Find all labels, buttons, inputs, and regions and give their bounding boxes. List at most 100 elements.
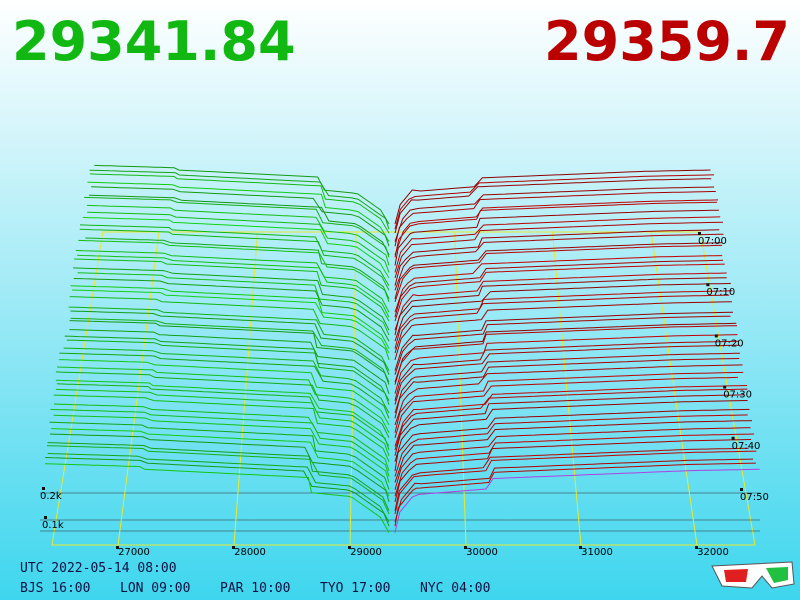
ask-depth-line — [394, 178, 712, 234]
bid-depth-line — [69, 329, 390, 394]
tick-marker — [42, 487, 45, 490]
bid-depth-line — [47, 453, 390, 523]
price-tick-label: 27000 — [118, 547, 150, 558]
bid-depth-line — [72, 289, 390, 354]
ask-depth-line — [394, 221, 724, 279]
bid-depth-line — [82, 216, 390, 279]
bid-depth-line — [53, 394, 390, 462]
time-tick-label: 07:30 — [723, 390, 752, 401]
zone-time: TYO 17:00 — [320, 581, 390, 596]
bid-depth-line — [73, 267, 390, 331]
ask-depth-line — [394, 334, 738, 394]
ask-depth-line — [394, 414, 748, 477]
bid-depth-line — [85, 237, 390, 300]
ask-depth-line — [394, 233, 724, 291]
time-tick-label: 07:50 — [740, 492, 769, 503]
ask-depth-line — [394, 322, 737, 383]
bid-depth-line — [89, 169, 390, 230]
price-grid-line — [454, 231, 467, 546]
bid-depth-line — [77, 254, 390, 318]
ask-depth-line — [394, 277, 727, 336]
ask-depth-line — [394, 186, 715, 242]
bid-depth-line — [75, 250, 390, 313]
zone-time: NYC 04:00 — [420, 581, 490, 596]
ask-depth-line — [394, 315, 731, 375]
bid-depth-line — [87, 211, 390, 273]
ask-depth-line — [394, 450, 757, 515]
bid-depth-line — [88, 194, 390, 256]
tick-marker — [714, 334, 718, 338]
depth-curves — [44, 164, 760, 533]
ask-depth-line — [394, 388, 748, 451]
ask-depth-line — [394, 174, 715, 230]
bid-depth-line — [87, 181, 390, 242]
bid-depth-line — [70, 310, 390, 375]
bid-depth-line — [59, 352, 390, 419]
tick-marker — [740, 488, 743, 491]
glasses-red-lens — [724, 569, 748, 582]
tick-marker — [723, 385, 727, 389]
utc-time: UTC 2022-05-14 08:00 — [20, 561, 177, 576]
bid-depth-line — [74, 258, 390, 322]
ask-depth-line — [394, 427, 751, 490]
bid-depth-line — [50, 408, 390, 477]
time-tick-label: 07:20 — [715, 338, 744, 349]
bid-depth-line — [49, 421, 390, 490]
tick-marker — [232, 546, 235, 549]
bid-depth-line — [44, 463, 390, 533]
bid-depth-line — [84, 196, 390, 258]
bid-depth-line — [45, 457, 390, 527]
tick-marker — [698, 232, 701, 235]
bid-depth-line — [86, 204, 390, 266]
bid-depth-line — [53, 414, 390, 483]
bid-depth-line — [55, 371, 390, 439]
bid-depth-line — [57, 366, 390, 433]
bid-depth-line — [79, 228, 390, 291]
depth-tick-label: 0.2k — [40, 491, 62, 502]
price-tick-label: 30000 — [466, 547, 498, 558]
bid-depth-line — [56, 383, 390, 451]
ask-depth-line — [394, 244, 723, 302]
bid-depth-line — [49, 433, 390, 503]
ask-depth-line — [394, 468, 760, 533]
price-grid-line — [650, 231, 698, 546]
ask-depth-line — [394, 385, 748, 447]
tick-marker — [731, 436, 735, 440]
ask-depth-line — [394, 447, 749, 511]
ask-depth-line — [394, 364, 743, 426]
tick-marker — [44, 516, 47, 519]
price-tick-label: 28000 — [234, 547, 266, 558]
zone-time: PAR 10:00 — [220, 581, 290, 596]
floor-frame — [51, 231, 756, 546]
tick-marker — [695, 546, 698, 549]
bid-depth-line — [59, 359, 390, 426]
bid-depth-line — [89, 173, 390, 234]
price-grid-line — [233, 231, 259, 546]
price-tick-label: 29000 — [350, 547, 382, 558]
bid-depth-line — [70, 285, 390, 349]
zone-time: BJS 16:00 — [20, 581, 90, 596]
ask-depth-line — [394, 408, 750, 471]
ask-depth-line — [394, 199, 719, 256]
bid-depth-line — [68, 306, 390, 371]
axis-labels: 27000 28000 29000 30000 31000 32000 07:00 07:10… — [20, 232, 769, 596]
ask-depth-line — [394, 201, 718, 258]
time-tick-label: 07:40 — [732, 441, 761, 452]
bid-depth-line — [79, 224, 390, 286]
bid-depth-line — [66, 339, 390, 405]
tick-marker — [706, 283, 710, 287]
bid-depth-line — [51, 428, 390, 497]
bid-depth-line — [55, 388, 390, 456]
bid-depth-line — [78, 239, 390, 302]
ask-depth-line — [394, 272, 727, 331]
bid-depth-line — [55, 379, 390, 447]
ask-depth-line — [394, 325, 738, 385]
ask-depth-line — [394, 400, 748, 462]
3d-glasses[interactable] — [711, 561, 795, 589]
bid-depth-line — [70, 317, 390, 383]
ask-depth-line — [394, 376, 739, 438]
bid-depth-line — [63, 347, 390, 414]
price-grid-line — [552, 231, 582, 546]
tick-marker — [116, 546, 119, 549]
ask-depth-line — [394, 358, 740, 419]
